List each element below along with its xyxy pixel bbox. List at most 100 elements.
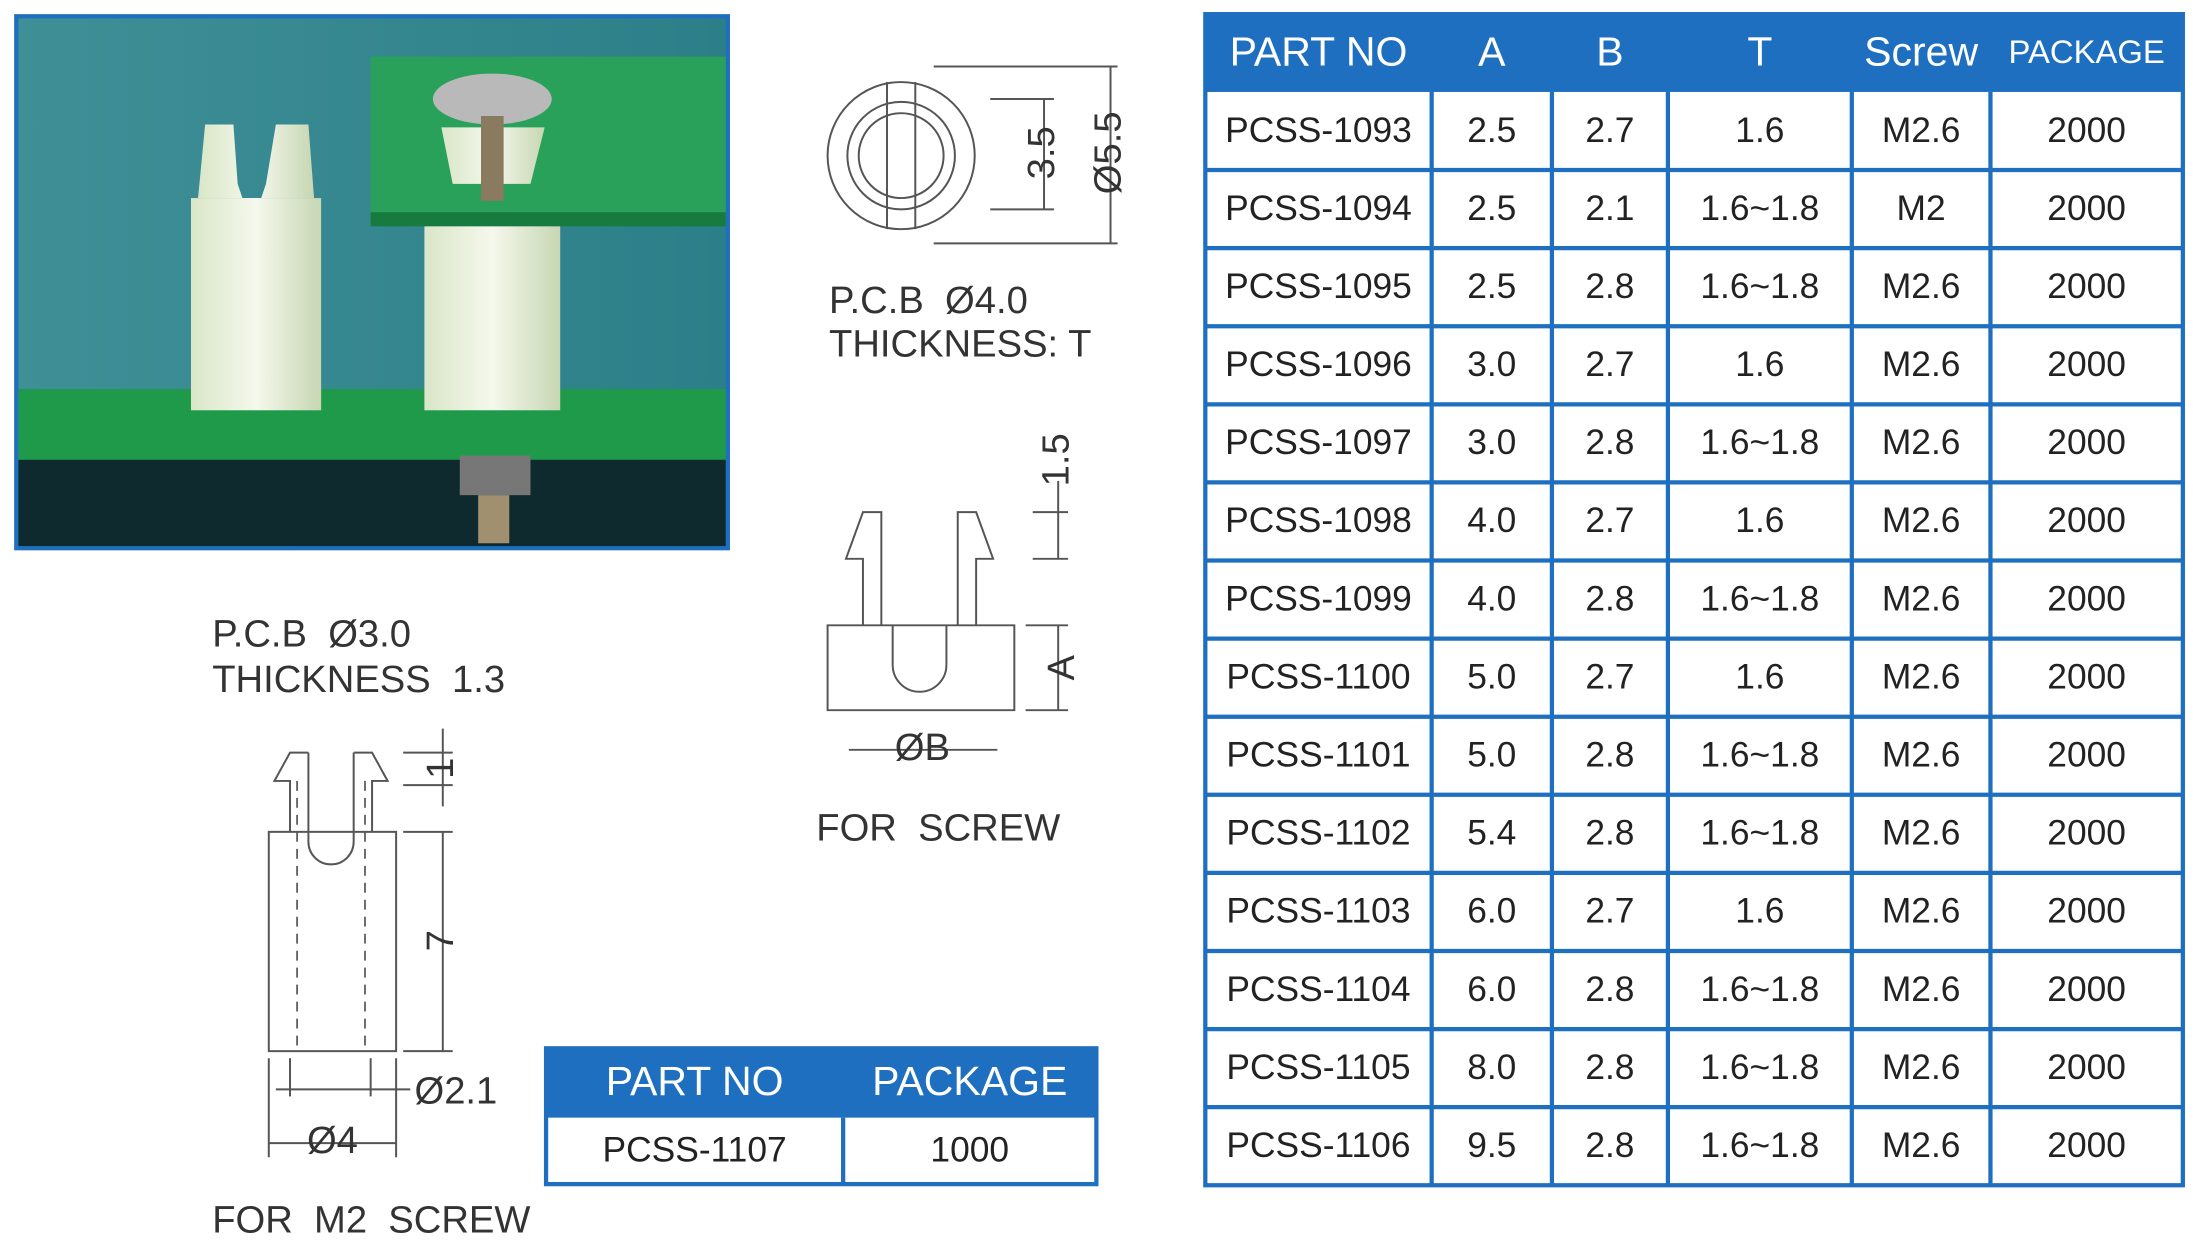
cell: M2.6 [1882, 579, 1961, 618]
cell: 2.5 [1467, 189, 1516, 228]
dim-label: Ø5.5 [1087, 111, 1130, 194]
cell: 2.5 [1467, 111, 1516, 150]
drawing-m2: P.C.B Ø3.0 THICKNESS 1.3 1 7 Ø2.1 Ø4 FOR… [212, 613, 530, 1241]
cell: 1.6~1.8 [1700, 1048, 1819, 1087]
dim-label: ØB [895, 726, 950, 769]
table-header [1205, 14, 2183, 92]
cell: 2.8 [1585, 736, 1634, 775]
cell: 2.7 [1585, 111, 1634, 150]
cell: 2000 [2047, 1126, 2126, 1165]
cell: M2.6 [1882, 423, 1961, 462]
cell: PCSS-1099 [1225, 579, 1412, 618]
cell: 2.8 [1585, 579, 1634, 618]
caption: FOR M2 SCREW [212, 1198, 530, 1241]
cell: M2.6 [1882, 1048, 1961, 1087]
pcb-label: P.C.B Ø3.0 [212, 613, 411, 656]
cell: 1.6~1.8 [1700, 1126, 1819, 1165]
cell: 5.4 [1467, 814, 1516, 853]
cell: 2.8 [1585, 423, 1634, 462]
cell: 1.6 [1735, 111, 1784, 150]
cell: PCSS-1093 [1225, 111, 1412, 150]
cell: 1.6~1.8 [1700, 579, 1819, 618]
cell: PCSS-1106 [1226, 1126, 1410, 1165]
pcb-label: P.C.B Ø4.0 [829, 279, 1028, 322]
cell: PCSS-1103 [1226, 892, 1410, 931]
header-cell: A [1478, 28, 1506, 74]
cell: PCSS-1095 [1225, 267, 1412, 306]
cell: 2.7 [1585, 892, 1634, 931]
cell: 2000 [2047, 423, 2126, 462]
cell: 2.8 [1585, 814, 1634, 853]
table-header [546, 1048, 1097, 1118]
cell: M2.6 [1882, 736, 1961, 775]
cell: PCSS-1107 [603, 1131, 787, 1170]
cell: 2000 [2047, 970, 2126, 1009]
cell: 2.1 [1585, 189, 1634, 228]
dim-label: Ø4 [307, 1119, 358, 1162]
header-cell: PART NO [606, 1058, 784, 1104]
header-cell: T [1747, 28, 1772, 74]
cell: M2 [1897, 189, 1946, 228]
cell: 1.6 [1735, 345, 1784, 384]
dim-label: A [1040, 654, 1083, 680]
cell: 1.6~1.8 [1700, 814, 1819, 853]
cell: 2.7 [1585, 501, 1634, 540]
cell: PCSS-1098 [1225, 501, 1412, 540]
cell: 2.7 [1585, 345, 1634, 384]
drawing-top-view: 3.5 Ø5.5 P.C.B Ø4.0 THICKNESS: T [826, 65, 1130, 366]
cell: 2.8 [1585, 267, 1634, 306]
header-cell: PACKAGE [872, 1058, 1067, 1104]
cell: M2.6 [1882, 345, 1961, 384]
cell: 2.5 [1467, 267, 1516, 306]
thickness-label: THICKNESS: T [829, 323, 1091, 366]
dim-label: 3.5 [1020, 126, 1063, 179]
cell: 2.7 [1585, 657, 1634, 696]
cell: 1000 [930, 1131, 1009, 1170]
cell: 6.0 [1467, 970, 1516, 1009]
cell: 1.6~1.8 [1700, 970, 1819, 1009]
product-photo [14, 14, 730, 551]
cell: M2.6 [1882, 814, 1961, 853]
cell: 5.0 [1467, 657, 1516, 696]
cell: 2000 [2047, 345, 2126, 384]
cell: 2.8 [1585, 1048, 1634, 1087]
header-cell: B [1596, 28, 1623, 74]
dim-label: 1.5 [1034, 433, 1077, 486]
cell: PCSS-1105 [1226, 1048, 1410, 1087]
dim-label: 7 [419, 930, 462, 951]
cell: 1.6 [1735, 657, 1784, 696]
cell: PCSS-1104 [1226, 970, 1410, 1009]
cell: 2.8 [1585, 970, 1634, 1009]
cell: 2.8 [1585, 1126, 1634, 1165]
cell: PCSS-1100 [1226, 657, 1410, 696]
cell: 2000 [2047, 1048, 2126, 1087]
cell: 4.0 [1467, 501, 1516, 540]
cell: 4.0 [1467, 579, 1516, 618]
cell: 1.6~1.8 [1700, 267, 1819, 306]
cell: PCSS-1096 [1225, 345, 1412, 384]
cell: PCSS-1097 [1225, 423, 1412, 462]
cell: 2000 [2047, 814, 2126, 853]
cell: PCSS-1102 [1226, 814, 1410, 853]
cell: 1.6 [1735, 501, 1784, 540]
dim-label: Ø2.1 [415, 1070, 498, 1113]
cell: 9.5 [1467, 1126, 1516, 1165]
cell: 6.0 [1467, 892, 1516, 931]
cell: 8.0 [1467, 1048, 1516, 1087]
cell: M2.6 [1882, 501, 1961, 540]
drawing-screw: 1.5 A ØB FOR SCREW [816, 433, 1083, 849]
cell: PCSS-1101 [1226, 736, 1410, 775]
cell: M2.6 [1882, 657, 1961, 696]
cell: 2000 [2047, 267, 2126, 306]
cell: 1.6~1.8 [1700, 189, 1819, 228]
tables: PART NO A B T Screw PACKAGE PCSS-1093 2.5 2.7 1.6… [543, 12, 2185, 1188]
cell: M2.6 [1882, 892, 1961, 931]
cell: M2.6 [1882, 1126, 1961, 1165]
cell: 2000 [2047, 111, 2126, 150]
header-cell: PART NO [1230, 28, 1408, 74]
cell: M2.6 [1882, 267, 1961, 306]
cell: 2000 [2047, 736, 2126, 775]
cell: 2000 [2047, 892, 2126, 931]
cell: 3.0 [1467, 423, 1516, 462]
header-cell: PACKAGE [2009, 33, 2165, 70]
